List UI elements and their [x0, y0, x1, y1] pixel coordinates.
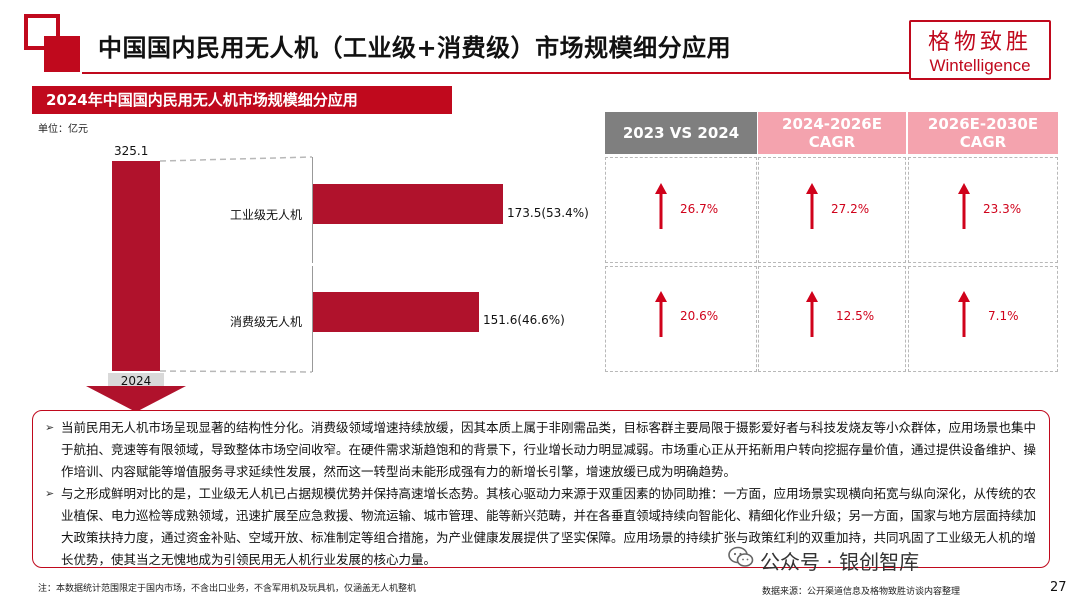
bar-segment-area [312, 266, 596, 372]
analysis-text-box: ➢ 当前民用无人机市场呈现显著的结构性分化。消费级领域增速持续放缓，因其本质上属… [32, 410, 1050, 568]
wechat-icon [728, 546, 754, 567]
category-label-consumer: 消费级无人机 [229, 315, 302, 329]
category-label-industrial: 工业级无人机 [229, 208, 302, 222]
yoy-consumer-value: 20.6% [680, 309, 719, 323]
header-divider [82, 72, 930, 74]
cagr1-industrial-value: 27.2% [831, 202, 870, 216]
paragraph-text: 当前民用无人机市场呈现显著的结构性分化。消费级领域增速持续放缓，因其本质上属于非… [61, 420, 1037, 479]
trend-up-arrow-icon [806, 291, 818, 337]
footnote: 注：本数据统计范围限定于国内市场，不含出口业务，不含军用机及玩具机，仅涵盖无人机… [38, 584, 417, 594]
trend-up-arrow-icon [806, 183, 818, 229]
bullet-icon: ➢ [45, 421, 55, 434]
brand-name-cn: 格物致胜 [927, 30, 1032, 55]
analysis-paragraph: ➢ 与之形成鲜明对比的是，工业级无人机已占据规模优势并保持高速增长态势。其核心驱… [45, 483, 1039, 571]
total-column-bar [112, 161, 160, 371]
bullet-icon: ➢ [45, 487, 55, 500]
page-title: 中国国内民用无人机（工业级+消费级）市场规模细分应用 [98, 34, 732, 62]
consumer-bar-value-label: 151.6(46.6%) [483, 313, 565, 327]
table-cell [908, 266, 1058, 372]
section-banner: 2024年中国国内民用无人机市场规模细分应用 [32, 86, 452, 114]
logo-square-fill [44, 36, 80, 72]
table-header-cagr-2026-2030: 2026E-2030E CAGR [908, 112, 1058, 154]
trend-up-arrow-icon [958, 183, 970, 229]
brand-name-en: Wintelligence [929, 56, 1031, 75]
table-cell [758, 266, 906, 372]
cagr2-consumer-value: 7.1% [988, 309, 1019, 323]
trend-up-arrow-icon [655, 183, 667, 229]
total-value-label: 325.1 [114, 144, 149, 158]
cagr2-industrial-value: 23.3% [983, 202, 1022, 216]
logo-square-outline [24, 14, 60, 50]
analysis-paragraph: ➢ 当前民用无人机市场呈现显著的结构性分化。消费级领域增速持续放缓，因其本质上属… [45, 417, 1039, 483]
unit-label: 单位：亿元 [38, 124, 88, 135]
industrial-drone-bar [313, 184, 503, 224]
consumer-drone-bar [313, 292, 479, 332]
down-arrow-icon [86, 386, 186, 412]
table-cell [605, 266, 757, 372]
logo-mark [24, 14, 80, 72]
paragraph-text: 与之形成鲜明对比的是，工业级无人机已占据规模优势并保持高速增长态势。其核心驱动力… [61, 486, 1037, 567]
bar-segment-area [312, 157, 596, 263]
data-source: 数据来源：公开渠道信息及格物致胜访谈内容整理 [762, 587, 961, 597]
year-label: 2024 [120, 374, 152, 388]
table-header-yoy: 2023 VS 2024 [605, 112, 757, 154]
wechat-watermark: 公众号 · 银创智库 [760, 550, 920, 574]
table-cell [605, 157, 757, 263]
cagr1-consumer-value: 12.5% [836, 309, 875, 323]
page-number: 27 [1050, 580, 1067, 595]
brand-logo: 格物致胜 Wintelligence [909, 20, 1051, 80]
table-cell [908, 157, 1058, 263]
table-header-cagr-2024-2026: 2024-2026E CAGR [758, 112, 906, 154]
industrial-bar-value-label: 173.5(53.4%) [507, 206, 589, 220]
trend-up-arrow-icon [655, 291, 667, 337]
yoy-industrial-value: 26.7% [680, 202, 719, 216]
table-cell [758, 157, 906, 263]
trend-up-arrow-icon [958, 291, 970, 337]
